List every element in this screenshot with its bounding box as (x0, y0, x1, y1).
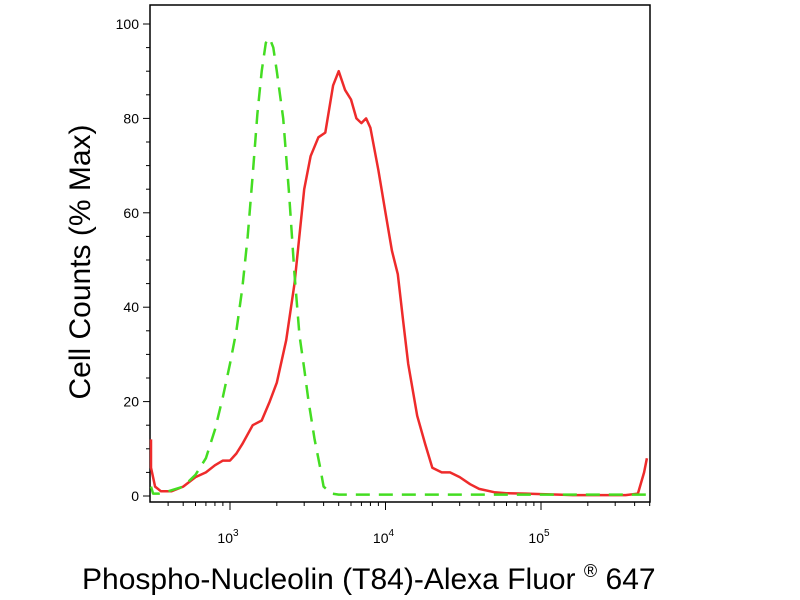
y-tick-label: 20 (123, 394, 139, 410)
y-axis: 0 20 40 60 80 100 (116, 16, 150, 504)
x-axis-title-main: Phospho-Nucleolin (T84)-Alexa Fluor (82, 563, 576, 596)
y-tick-label: 40 (123, 299, 139, 315)
series-layer (149, 36, 649, 497)
x-axis-title: Phospho-Nucleolin (T84)-Alexa Fluor ® 64… (82, 551, 656, 596)
y-tick-label: 60 (123, 205, 139, 221)
x-tick-label: 104 (373, 528, 395, 546)
x-axis-title-registered-mark: ® (584, 561, 597, 581)
y-tick-label: 100 (116, 16, 140, 32)
plot-frame (149, 4, 651, 503)
series-line-2 (149, 36, 647, 496)
series-line-1 (149, 69, 649, 497)
x-axis-title-suffix: 647 (606, 563, 656, 596)
x-tick-label: 103 (217, 528, 239, 546)
x-axis: 103 104 105 (167, 502, 651, 546)
x-tick-label: 105 (528, 528, 550, 546)
y-tick-label: 0 (131, 488, 139, 504)
y-axis-title: Cell Counts (% Max) (64, 124, 97, 399)
y-tick-label: 80 (123, 110, 139, 126)
